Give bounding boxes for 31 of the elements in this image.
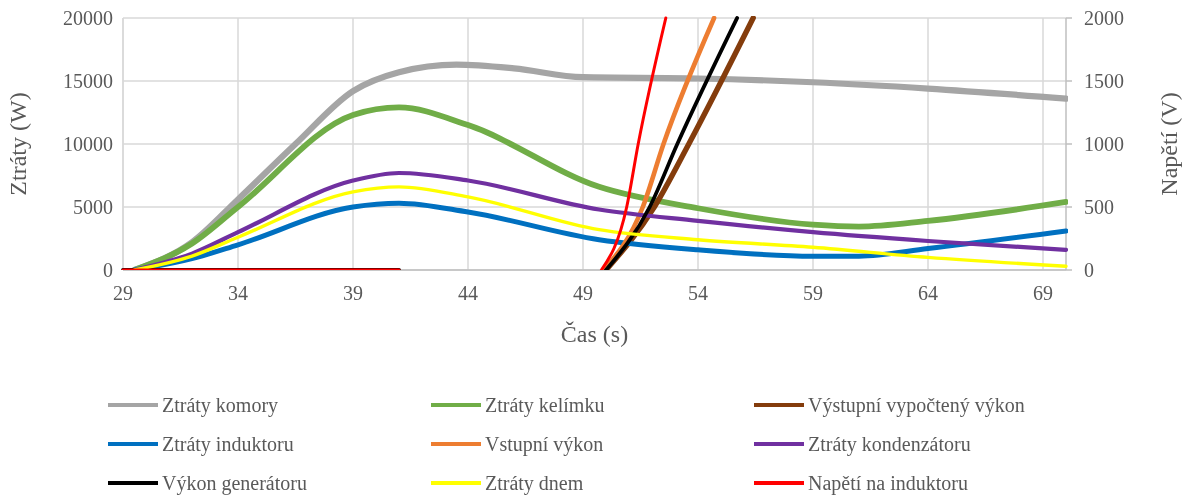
x-tick-label: 69 [1033,282,1053,304]
y2-tick-label: 1500 [1084,70,1124,92]
x-tick-label: 44 [458,282,478,304]
y-tick-label: 0 [103,259,113,281]
y2-tick-label: 0 [1084,259,1094,281]
legend-label: Ztráty dnem [485,472,584,495]
y-axis-title: Ztráty (W) [5,92,32,196]
y2-axis-title: Napětí (V) [1156,92,1183,196]
y2-tick-label: 500 [1084,196,1114,218]
x-tick-label: 49 [573,282,593,304]
legend-label: Vstupní výkon [485,433,604,456]
x-axis-title: Čas (s) [560,321,629,347]
legend-label: Ztráty induktoru [162,433,294,456]
legend-label: Ztráty komory [162,394,279,417]
x-tick-label: 29 [113,282,133,304]
x-tick-label: 39 [343,282,363,304]
y-tick-label: 20000 [63,7,113,29]
y-tick-label: 15000 [63,70,113,92]
legend-label: Ztráty kondenzátoru [808,433,971,456]
x-tick-label: 59 [803,282,823,304]
legend-label: Napětí na induktoru [808,472,968,495]
x-tick-label: 64 [918,282,938,304]
legend-label: Výstupní vypočtený výkon [808,394,1025,417]
x-tick-label: 54 [688,282,708,304]
x-tick-label: 34 [228,282,248,304]
y-tick-label: 10000 [63,133,113,155]
legend-label: Výkon generátoru [162,472,307,495]
y-tick-label: 5000 [73,196,113,218]
legend-label: Ztráty kelímku [485,394,605,417]
y2-tick-label: 2000 [1084,7,1124,29]
y2-tick-label: 1000 [1084,133,1124,155]
